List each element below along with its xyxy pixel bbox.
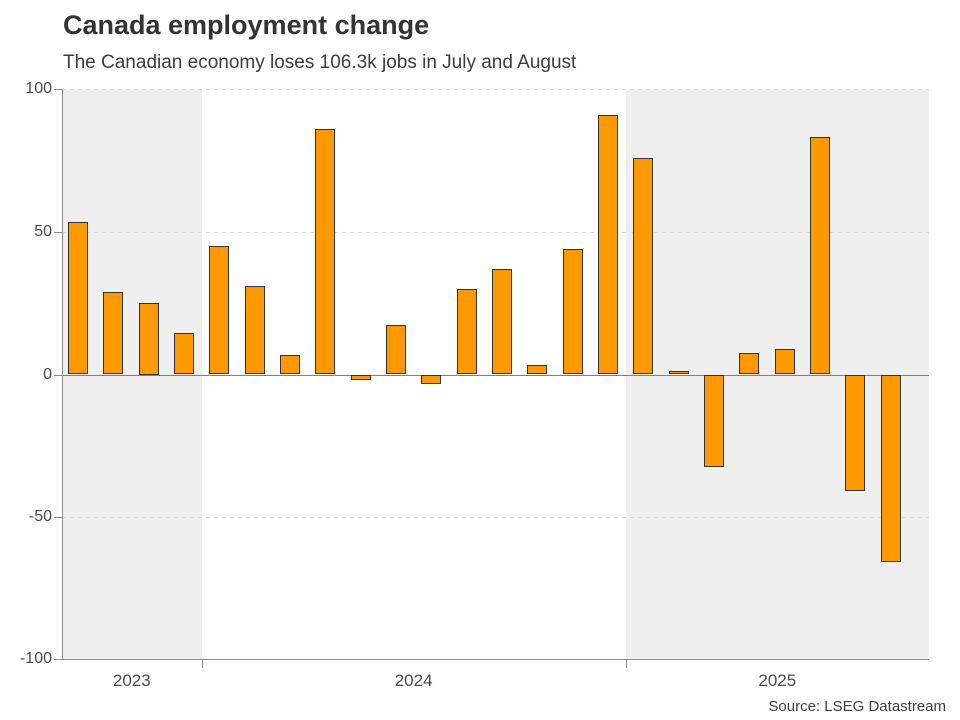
- bar-2023-2: [103, 291, 124, 375]
- bar-2024-12: [597, 114, 618, 375]
- bar-2025-1: [633, 157, 654, 375]
- zero-line: [62, 374, 929, 376]
- bar-2024-7: [421, 374, 442, 385]
- bar-2024-1: [209, 246, 230, 375]
- bar-2024-4: [315, 128, 336, 375]
- y-axis-label: -100: [19, 650, 52, 667]
- bar-2024-3: [279, 354, 300, 375]
- y-axis-label: -50: [28, 508, 52, 526]
- gridline--50: [62, 517, 929, 519]
- bar-2024-9: [491, 268, 512, 375]
- chart-subtitle: The Canadian economy loses 106.3k jobs i…: [63, 52, 577, 73]
- bar-2025-2: [668, 371, 689, 375]
- bar-2024-10: [527, 364, 548, 375]
- y-axis-tick: [54, 374, 62, 376]
- bar-2025-3: [703, 374, 724, 468]
- y-axis-line: [62, 89, 63, 660]
- bar-2025-4: [739, 353, 760, 375]
- bar-2023-1: [68, 221, 88, 375]
- x-axis-label-2024: 2024: [394, 671, 433, 690]
- x-axis-label-2025: 2025: [758, 671, 797, 690]
- bar-2023-4: [173, 333, 194, 375]
- x-axis-tick: [201, 660, 203, 668]
- bar-2025-6: [809, 137, 830, 375]
- gridline-100: [62, 89, 929, 90]
- bar-2024-5: [350, 374, 371, 381]
- source-attribution: Source: LSEG Datastream: [768, 698, 946, 715]
- bar-2025-5: [774, 348, 795, 375]
- plot-area: 2023 2024 2025 100 50 0 -50 -100: [20, 80, 929, 690]
- y-axis-label: 50: [34, 222, 52, 240]
- y-axis-label: 100: [25, 80, 52, 97]
- x-axis-label-2023: 2023: [112, 671, 151, 690]
- x-axis-tick: [625, 660, 627, 668]
- y-axis-tick: [54, 659, 62, 660]
- x-axis-line: [62, 659, 929, 660]
- bar-2025-7: [845, 374, 866, 491]
- bar-2024-11: [562, 248, 583, 375]
- bar-2023-3: [138, 303, 159, 375]
- gridline-50: [62, 231, 929, 233]
- y-axis-label: 0: [43, 365, 52, 383]
- bar-2024-2: [244, 285, 265, 375]
- bar-2025-8: [880, 374, 901, 562]
- y-axis-tick: [54, 517, 62, 519]
- y-axis-tick: [54, 89, 62, 90]
- bar-2024-8: [456, 288, 477, 375]
- y-axis-tick: [54, 231, 62, 233]
- chart-title: Canada employment change: [63, 10, 430, 40]
- bar-2024-6: [385, 324, 406, 375]
